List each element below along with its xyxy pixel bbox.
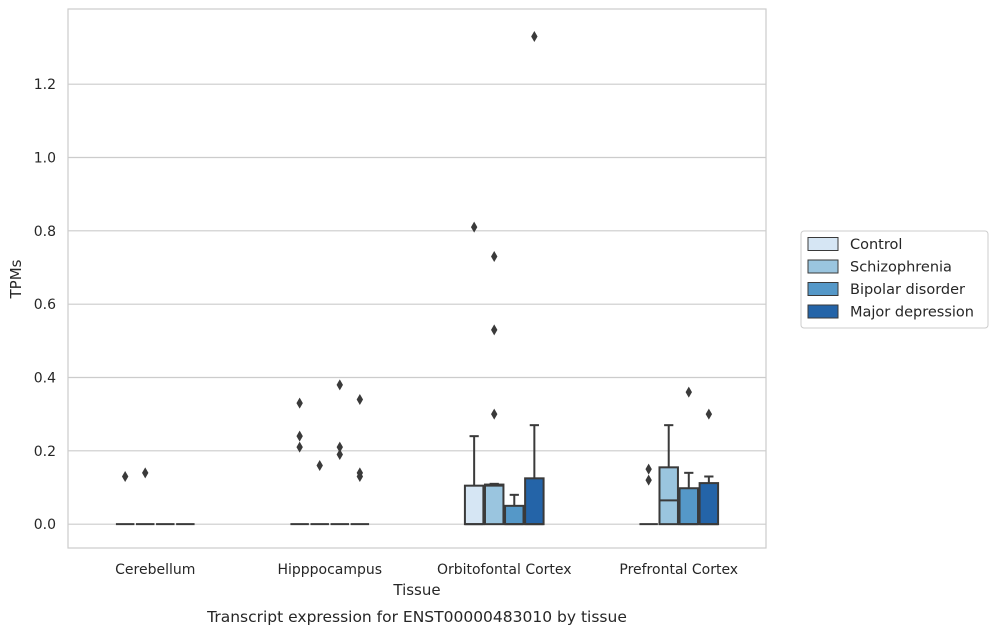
outlier-point <box>336 449 343 460</box>
box-group <box>290 397 309 526</box>
x-axis-label: Tissue <box>392 581 440 599</box>
x-tick-label: Hipppocampus <box>277 562 382 578</box>
outlier-point <box>645 463 652 475</box>
legend-label: Bipolar disorder <box>850 282 965 298</box>
legend-label: Major depression <box>850 305 974 321</box>
outlier-point <box>356 394 364 405</box>
box <box>504 504 525 526</box>
outlier-point <box>685 386 692 398</box>
y-tick-label: 0.2 <box>34 444 56 460</box>
x-tick-labels: Cerebellum Hipppocampus Orbitofontal Corte… <box>115 562 738 578</box>
y-tick-label: 0.6 <box>34 297 56 313</box>
box <box>678 487 700 526</box>
outlier-point <box>705 408 713 420</box>
outlier-point <box>491 408 498 420</box>
box <box>463 484 485 526</box>
outlier-point <box>336 379 343 391</box>
y-tick-label: 0.8 <box>34 224 56 240</box>
legend-swatch <box>807 282 839 296</box>
outlier-point <box>296 430 303 442</box>
x-tick-label: Orbitofontal Cortex <box>437 562 572 578</box>
outlier-point <box>336 441 343 453</box>
outlier-point <box>491 251 498 262</box>
box-group <box>330 379 350 526</box>
legend-label: Control <box>850 237 902 253</box>
chart-caption: Transcript expression for ENST0000048301… <box>206 608 627 626</box>
box-group <box>483 251 505 526</box>
legend: Control Schizophrenia Bipolar disorder Majo… <box>800 230 989 329</box>
box-group <box>463 221 485 526</box>
box <box>658 466 679 526</box>
box-group <box>639 463 658 526</box>
x-tick-label: Cerebellum <box>115 562 195 578</box>
grid-lines <box>68 83 766 525</box>
outlier-point <box>531 31 538 42</box>
y-tick-label: 0.4 <box>34 371 56 387</box>
box-group <box>658 424 679 526</box>
outlier-point <box>316 460 323 471</box>
outlier-point <box>142 467 149 479</box>
outlier-point <box>645 474 652 486</box>
box-group <box>524 31 545 526</box>
y-tick-label: 1.2 <box>34 77 56 93</box>
legend-swatch <box>807 237 839 251</box>
legend-swatch <box>807 259 839 274</box>
y-tick-label: 1.0 <box>34 151 56 167</box>
y-tick-label: 0.0 <box>34 517 56 533</box>
y-tick-labels: 0.0 0.2 0.4 0.6 0.8 1.0 1.2 <box>34 77 56 533</box>
box <box>483 483 505 526</box>
box-group <box>698 408 720 526</box>
y-axis-label: TPMs <box>7 259 25 299</box>
plot-frame <box>67 8 767 549</box>
box-group <box>350 394 370 526</box>
x-tick-label: Prefrontal Cortex <box>619 562 738 578</box>
outlier-point <box>296 397 303 409</box>
legend-swatch <box>807 304 839 319</box>
box-group <box>678 386 700 526</box>
box-group <box>504 493 525 526</box>
box <box>698 482 720 526</box>
outlier-point <box>491 324 498 336</box>
box <box>524 477 545 526</box>
outlier-point <box>356 471 364 482</box>
box-group <box>115 471 135 526</box>
outlier-point <box>470 221 478 233</box>
outlier-point <box>296 441 303 453</box>
legend-frame <box>800 230 989 329</box>
box-group <box>310 460 329 526</box>
legend-label: Schizophrenia <box>850 260 952 276</box>
outlier-point <box>121 471 129 482</box>
box-layer <box>115 31 720 526</box>
box-group <box>135 467 155 526</box>
